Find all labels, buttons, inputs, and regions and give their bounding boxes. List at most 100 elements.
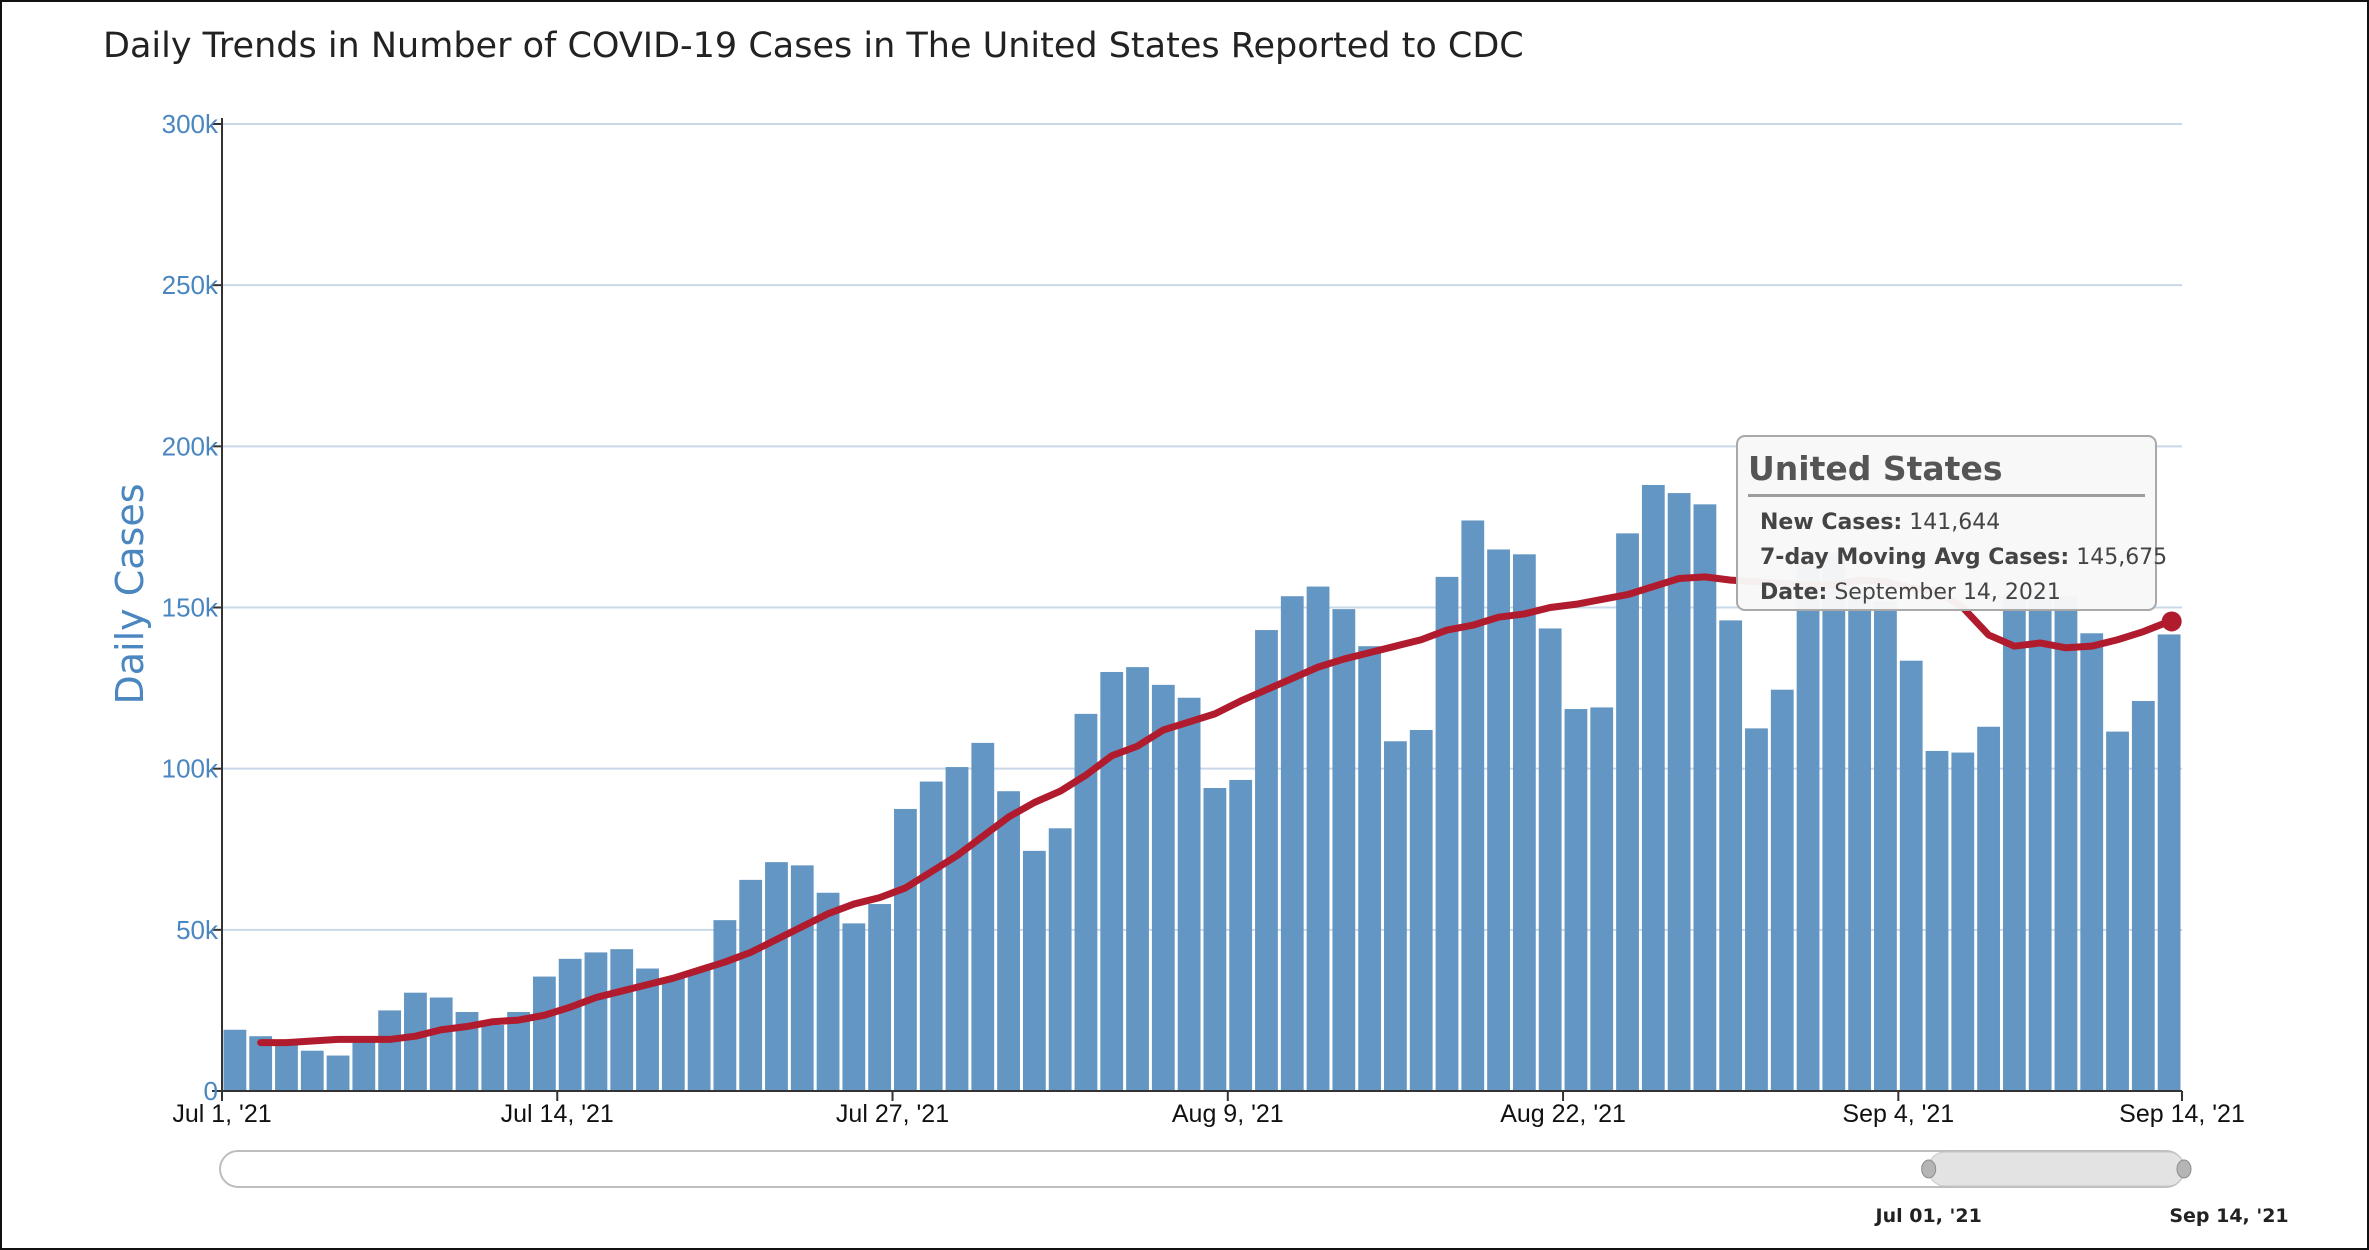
bar xyxy=(1022,850,1046,1091)
data-tooltip: United States New Cases: 141,644 7-day M… xyxy=(1736,435,2167,611)
bar xyxy=(739,879,763,1091)
bar xyxy=(404,992,427,1091)
moving-average-highlight-point xyxy=(2161,611,2182,632)
x-tick-label: Sep 4, '21 xyxy=(1842,1100,1954,1128)
bar xyxy=(326,1055,350,1091)
tooltip-date-label: Date: xyxy=(1760,580,1828,605)
bar xyxy=(661,978,685,1091)
bar xyxy=(275,1041,298,1091)
bar xyxy=(1255,630,1278,1091)
bar xyxy=(1770,689,1794,1091)
bar xyxy=(1977,726,2000,1091)
x-tick-label: Aug 9, '21 xyxy=(1172,1100,1284,1128)
bar xyxy=(1925,750,1949,1091)
bar xyxy=(868,904,892,1091)
bar xyxy=(2106,731,2129,1091)
bar xyxy=(1874,601,1897,1091)
bar xyxy=(1048,828,1072,1091)
bar xyxy=(2131,700,2155,1091)
bar xyxy=(429,997,453,1091)
bar xyxy=(1641,485,1665,1092)
navigator-track xyxy=(219,1150,2185,1188)
y-tick-label: 200k xyxy=(162,431,219,461)
bar xyxy=(1564,709,1588,1091)
bar xyxy=(352,1039,376,1091)
bar xyxy=(2080,633,2104,1091)
bar xyxy=(584,952,608,1091)
bar xyxy=(1590,707,1614,1091)
tooltip-moving-avg-label: 7-day Moving Avg Cases: xyxy=(1760,545,2070,570)
bar xyxy=(610,949,634,1091)
bar xyxy=(1745,728,1768,1091)
bar xyxy=(2054,596,2078,1091)
bar xyxy=(1461,520,1485,1091)
bar xyxy=(1384,741,1407,1091)
tooltip-new-cases: New Cases: 141,644 xyxy=(1760,505,2155,540)
bar xyxy=(1100,671,1124,1091)
navigator-right-handle[interactable] xyxy=(2176,1159,2192,1179)
bar xyxy=(1358,646,1382,1091)
bar xyxy=(1074,713,1098,1091)
bar xyxy=(507,1012,530,1091)
bar xyxy=(1667,493,1691,1091)
bar xyxy=(765,862,788,1091)
bar xyxy=(2157,634,2181,1091)
x-tick-label: Jul 1, '21 xyxy=(172,1100,271,1128)
bar xyxy=(842,923,866,1091)
bar xyxy=(1796,562,1820,1091)
bar xyxy=(1512,554,1536,1091)
bar xyxy=(790,865,814,1091)
navigator-start-label: Jul 01, '21 xyxy=(1874,1205,1982,1227)
x-tick-label: Jul 14, '21 xyxy=(501,1100,614,1128)
bar xyxy=(713,920,737,1091)
navigator-end-label: Sep 14, '21 xyxy=(2169,1205,2288,1227)
bar xyxy=(919,781,943,1091)
y-tick-label: 250k xyxy=(162,270,219,300)
x-tick-label: Sep 14, '21 xyxy=(2119,1100,2245,1128)
bar xyxy=(1435,576,1459,1091)
tooltip-date: Date: September 14, 2021 xyxy=(1760,575,2155,610)
y-tick-label: 150k xyxy=(162,593,219,623)
range-navigator[interactable]: Jul 01, '21 Sep 14, '21 xyxy=(219,1150,2289,1227)
navigator-window[interactable] xyxy=(1928,1151,2185,1187)
bar xyxy=(1487,549,1510,1091)
axes: 0 50k 100k 150k 200k 250k 300k Jul 1, '21 Jul 14… xyxy=(162,109,2245,1128)
bar xyxy=(249,1036,273,1091)
y-tick-label: 100k xyxy=(162,754,219,784)
bar xyxy=(223,1029,247,1091)
tooltip-new-cases-value: 141,644 xyxy=(1909,510,2001,535)
bar xyxy=(894,808,917,1091)
x-tick-label: Jul 27, '21 xyxy=(836,1100,949,1128)
bar xyxy=(945,767,969,1091)
bar xyxy=(636,968,659,1091)
bar xyxy=(816,892,840,1091)
tooltip-date-value: September 14, 2021 xyxy=(1834,580,2061,605)
y-tick-label: 0 xyxy=(204,1076,218,1106)
tooltip-moving-avg: 7-day Moving Avg Cases: 145,675 xyxy=(1760,540,2167,575)
bar xyxy=(532,976,556,1091)
bar xyxy=(687,970,711,1091)
tooltip-moving-avg-value: 145,675 xyxy=(2076,545,2168,570)
bar xyxy=(1951,752,1975,1091)
y-tick-label: 300k xyxy=(162,109,219,139)
bar xyxy=(558,958,582,1091)
x-tick-label: Aug 22, '21 xyxy=(1500,1100,1626,1128)
bar xyxy=(1126,667,1149,1091)
bar xyxy=(455,1012,479,1091)
tooltip-title: United States xyxy=(1748,449,2145,497)
bar xyxy=(1332,609,1356,1091)
bar xyxy=(1538,628,1562,1091)
bar xyxy=(1616,533,1639,1091)
chart-title: Daily Trends in Number of COVID-19 Cases… xyxy=(103,26,1524,66)
bar xyxy=(1693,504,1717,1091)
y-tick-label: 50k xyxy=(176,915,219,945)
bar xyxy=(1151,684,1175,1091)
bar-series xyxy=(223,485,2181,1092)
bar xyxy=(1306,586,1330,1091)
navigator-left-handle[interactable] xyxy=(1921,1159,1937,1179)
bar xyxy=(1280,596,1304,1091)
bar xyxy=(1899,660,1923,1091)
bar xyxy=(2002,594,2026,1091)
bar xyxy=(300,1050,324,1091)
